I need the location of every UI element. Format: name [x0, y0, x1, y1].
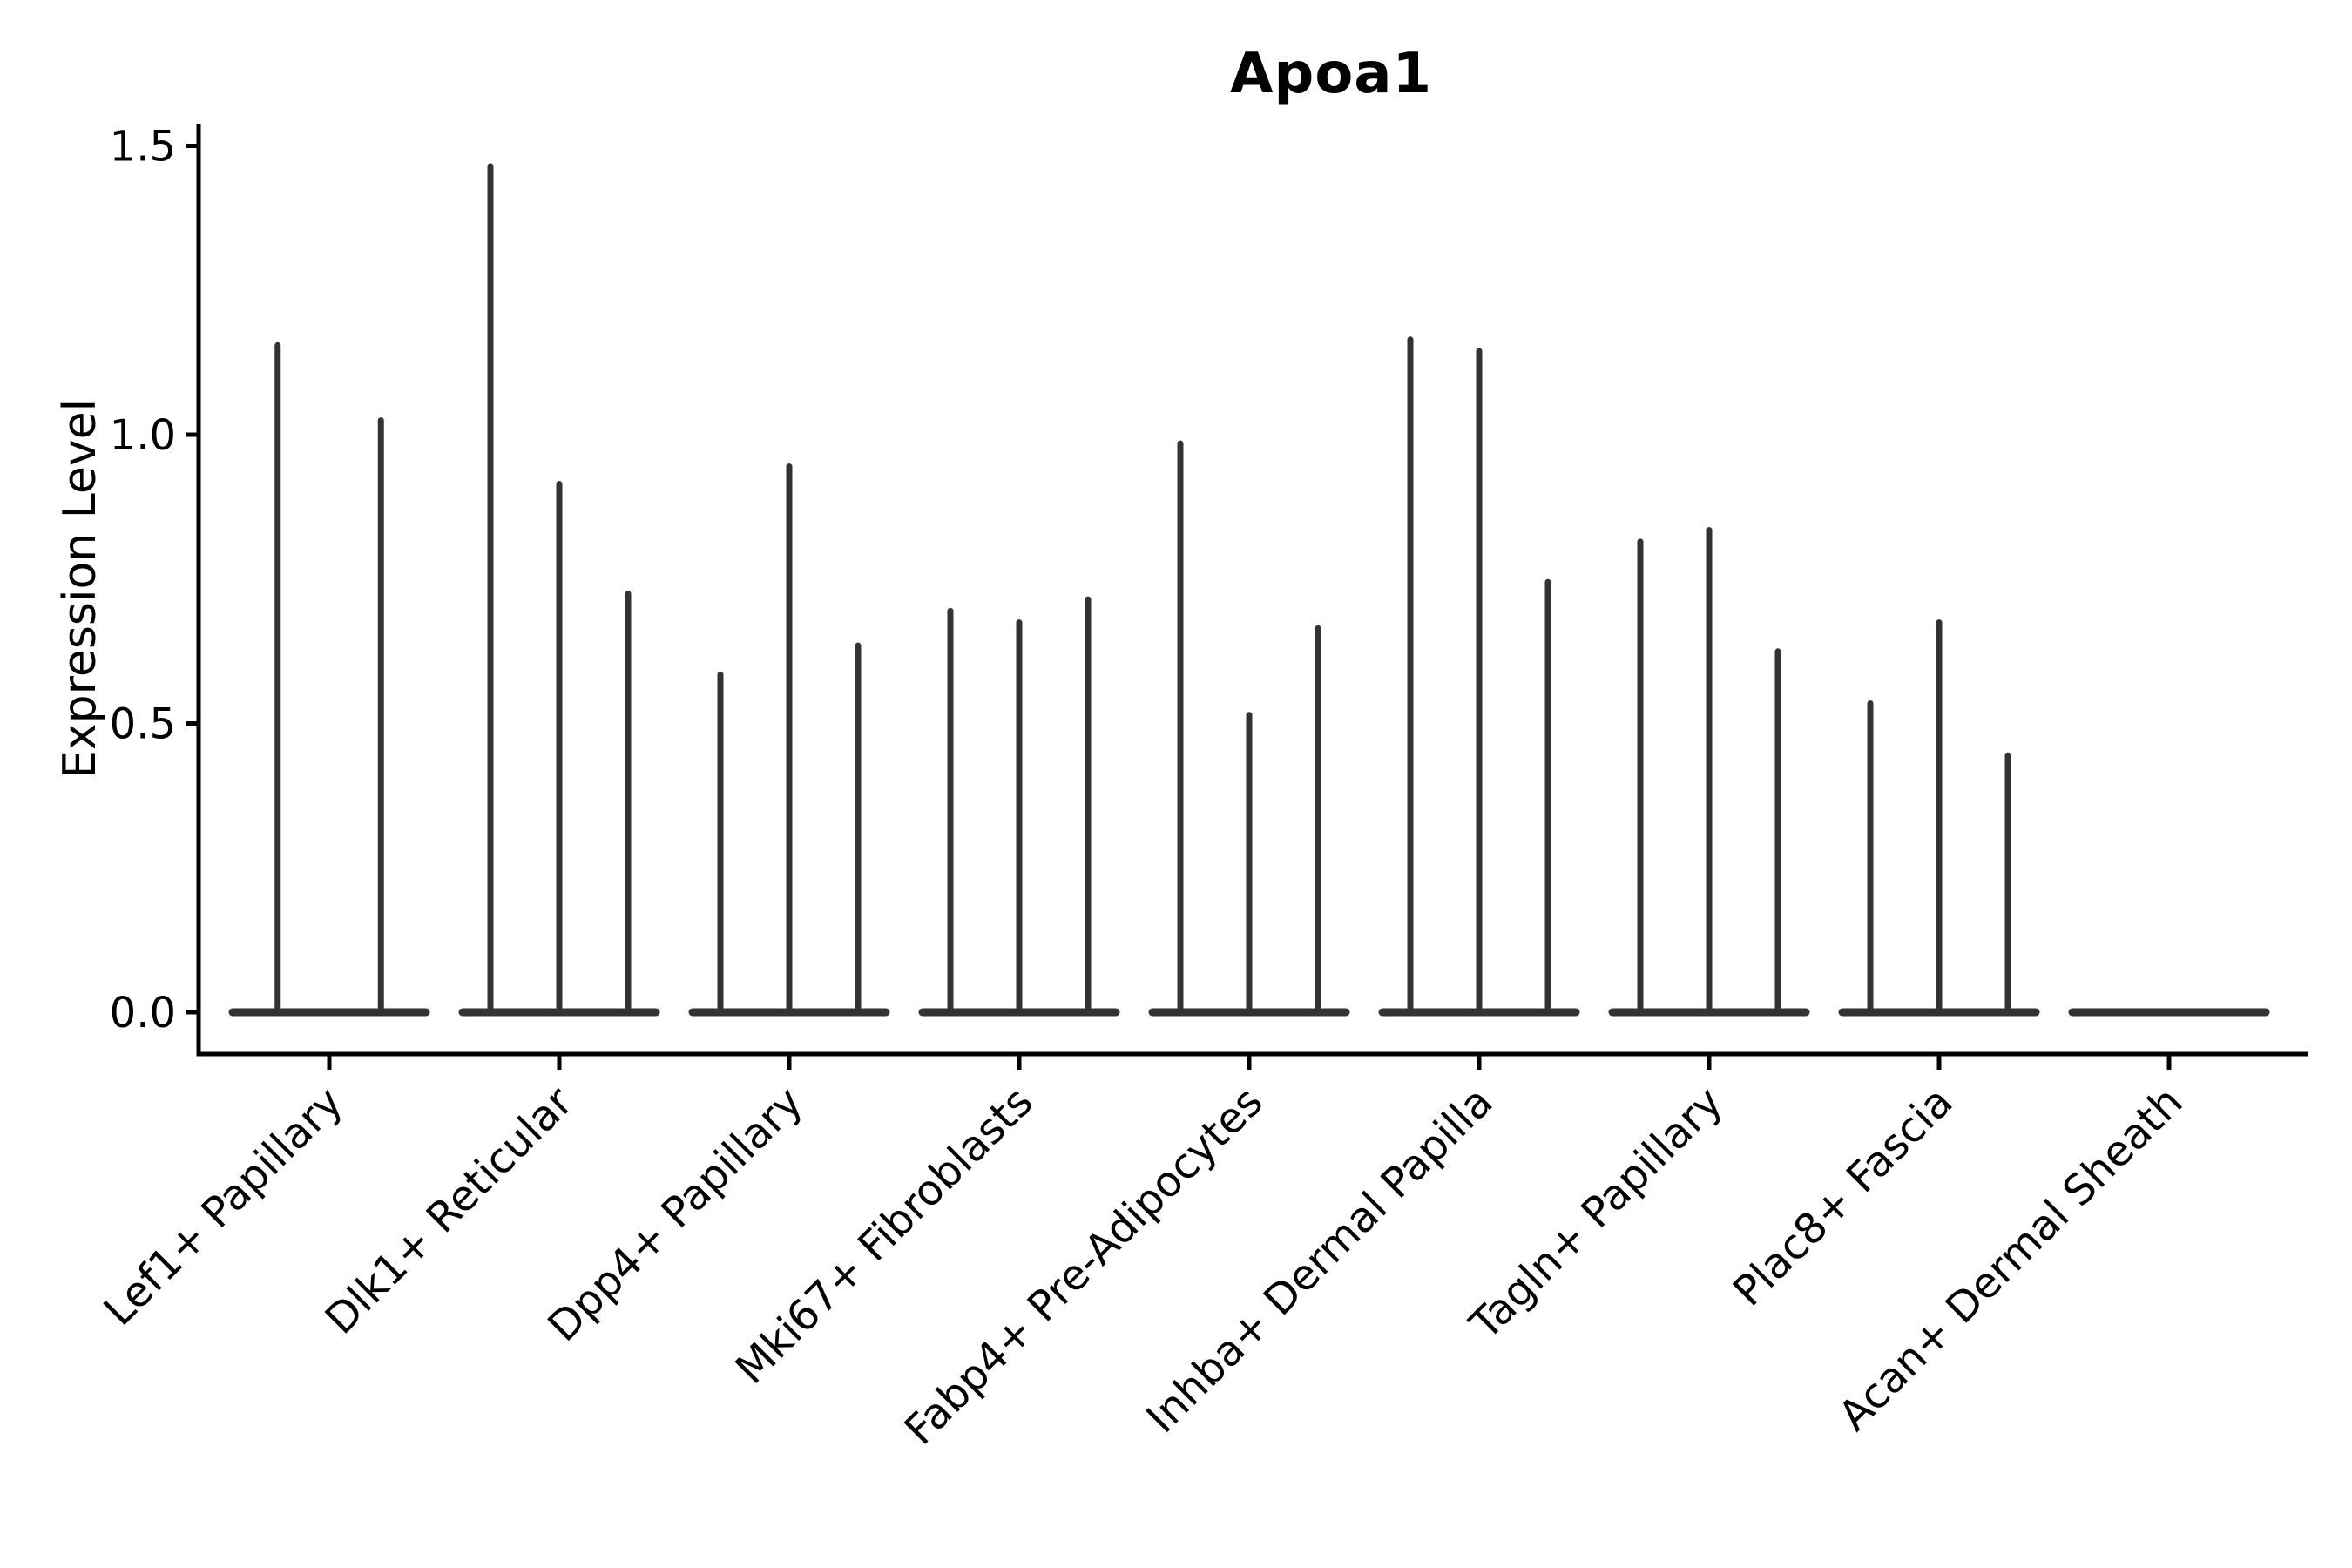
violin-spike: [786, 463, 793, 1014]
violin-spike: [2004, 752, 2011, 1014]
x-category-label: Lef1+ Papillary: [95, 1078, 353, 1335]
violin-spike: [274, 341, 281, 1014]
violin-spike: [1246, 712, 1253, 1014]
violin-group: [1148, 440, 1350, 1017]
y-tick-label: 0.5: [110, 700, 176, 749]
violin-spike: [1637, 538, 1644, 1014]
violin-spike: [1936, 619, 1943, 1014]
violin-spike: [1177, 440, 1184, 1014]
y-tick-label: 0.0: [110, 989, 176, 1037]
x-category-label: Dlk1+ Reticular: [316, 1078, 583, 1344]
violin-spike: [1315, 625, 1321, 1014]
x-category-label: Dpp4+ Papillary: [538, 1078, 812, 1351]
y-tick-label: 1.0: [110, 411, 176, 460]
violin-spike: [947, 607, 954, 1014]
violin-spike: [1774, 648, 1781, 1014]
violin-spike: [1407, 336, 1414, 1014]
chart-title-row: Apoa1: [0, 42, 2352, 106]
violin-spike: [1085, 596, 1092, 1014]
violin-spike: [717, 671, 724, 1014]
y-tick-label: 1.5: [110, 123, 176, 172]
chart-title: Apoa1: [1229, 42, 1433, 106]
violin-spike: [1867, 700, 1874, 1014]
violin-spike: [855, 642, 862, 1014]
violin-group: [228, 341, 430, 1017]
violin-spike: [1016, 619, 1023, 1014]
violin-spike: [377, 417, 384, 1014]
violin-spike: [1706, 527, 1713, 1014]
violin-group: [1838, 619, 2040, 1017]
violin-group: [688, 463, 890, 1017]
violin-base: [228, 1008, 430, 1017]
violin-spike: [625, 591, 632, 1014]
violin-group: [2068, 1008, 2270, 1017]
violin-group: [1378, 336, 1580, 1017]
violin-spike: [556, 481, 563, 1014]
x-category-label: Plac8+ Fascia: [1724, 1078, 1963, 1316]
axis-spines: [196, 124, 2308, 1057]
violin-base: [2068, 1008, 2270, 1017]
x-category-label: Tagln+ Papillary: [1460, 1078, 1732, 1349]
violin-spike: [1476, 348, 1483, 1014]
violin-group: [458, 163, 660, 1017]
violin-group: [918, 596, 1120, 1017]
violin-spike: [487, 163, 494, 1014]
violin-group: [1608, 527, 1810, 1017]
violin-spike: [1544, 578, 1551, 1014]
